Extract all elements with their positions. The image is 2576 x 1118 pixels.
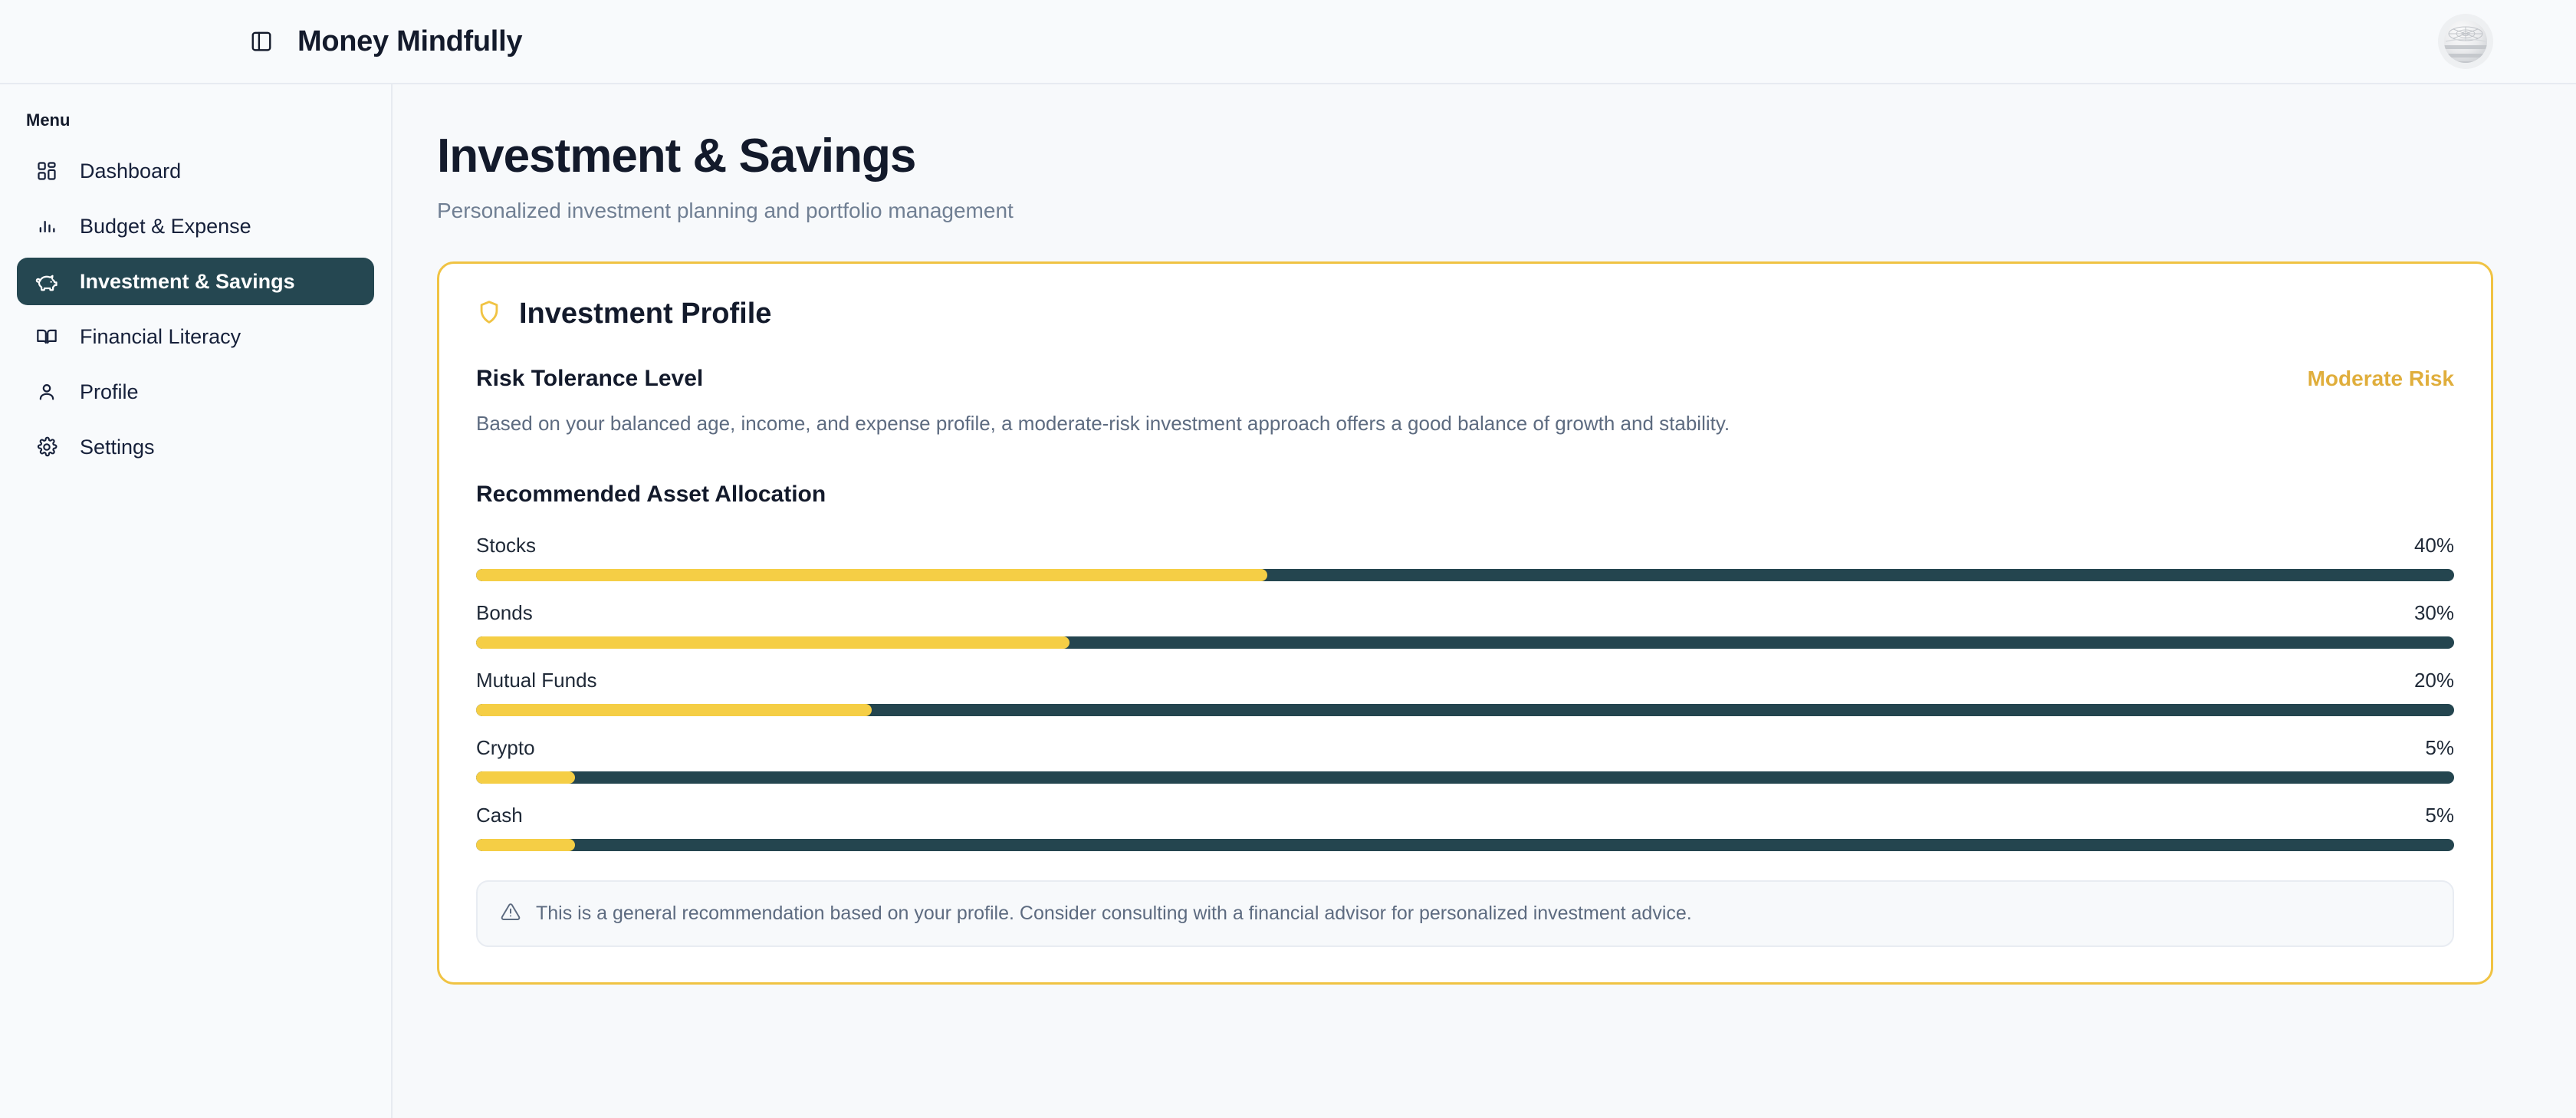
risk-tolerance-row: Risk Tolerance Level Moderate Risk	[476, 366, 2454, 392]
sidebar: Menu Dashboard Budg	[0, 84, 393, 1118]
sidebar-item-label: Profile	[80, 380, 139, 403]
sidebar-section-label: Menu	[26, 110, 71, 130]
warning-triangle-icon	[501, 902, 521, 926]
top-bar: Money Mindfully	[0, 0, 2576, 84]
allocation-name: Cash	[476, 804, 523, 827]
progress-fill	[476, 569, 1267, 581]
shield-icon	[476, 299, 502, 329]
progress-fill	[476, 839, 575, 851]
sidebar-item-financial-literacy[interactable]: Financial Literacy	[17, 313, 374, 360]
list-item: Cash 5%	[476, 804, 2454, 851]
book-open-icon	[34, 324, 60, 350]
risk-tolerance-label: Risk Tolerance Level	[476, 366, 704, 391]
allocation-percent: 5%	[2425, 736, 2454, 759]
progress-track	[476, 569, 2454, 581]
progress-fill	[476, 704, 872, 716]
page-subtitle: Personalized investment planning and por…	[437, 199, 1014, 222]
status-badge: Moderate Risk	[2307, 367, 2454, 390]
progress-track	[476, 771, 2454, 784]
risk-description: Based on your balanced age, income, and …	[476, 412, 1730, 435]
card-title: Investment Profile	[519, 298, 772, 330]
main-content: Investment & Savings Personalized invest…	[393, 84, 2576, 1118]
allocation-name: Mutual Funds	[476, 669, 597, 692]
allocation-name: Crypto	[476, 736, 535, 759]
allocation-title: Recommended Asset Allocation	[476, 482, 826, 507]
allocation-percent: 40%	[2413, 534, 2454, 557]
gear-icon	[34, 434, 60, 460]
investment-profile-card: Investment Profile Risk Tolerance Level …	[437, 261, 2493, 985]
user-icon	[34, 379, 60, 405]
list-item: Stocks 40%	[476, 534, 2454, 581]
allocation-list: Stocks 40% Bonds 30%	[476, 534, 2454, 851]
sidebar-item-label: Settings	[80, 435, 155, 459]
sidebar-item-settings[interactable]: Settings	[17, 423, 374, 471]
sidebar-item-label: Dashboard	[80, 159, 182, 182]
avatar[interactable]	[2438, 14, 2493, 69]
allocation-percent: 5%	[2425, 804, 2454, 827]
allocation-percent: 20%	[2413, 669, 2454, 692]
sidebar-item-investment-savings[interactable]: Investment & Savings	[17, 258, 374, 305]
layout-grid-icon	[34, 158, 60, 184]
card-header: Investment Profile	[476, 298, 2454, 330]
list-item: Bonds 30%	[476, 601, 2454, 649]
app-shell: Menu Dashboard Budg	[0, 84, 2576, 1118]
sidebar-item-label: Financial Literacy	[80, 324, 242, 348]
sidebar-item-label: Investment & Savings	[80, 269, 295, 293]
page-title: Investment & Savings	[437, 130, 916, 182]
piggy-bank-icon	[34, 268, 60, 294]
sidebar-item-label: Budget & Expense	[80, 214, 251, 238]
disclaimer-text: This is a general recommendation based o…	[536, 903, 1692, 924]
sidebar-item-dashboard[interactable]: Dashboard	[17, 147, 374, 195]
allocation-percent: 30%	[2413, 601, 2454, 624]
progress-track	[476, 704, 2454, 716]
allocation-name: Stocks	[476, 534, 537, 557]
list-item: Crypto 5%	[476, 736, 2454, 784]
list-item: Mutual Funds 20%	[476, 669, 2454, 716]
progress-fill	[476, 636, 1070, 649]
sidebar-item-budget-expense[interactable]: Budget & Expense	[17, 202, 374, 250]
panel-left-icon[interactable]	[244, 24, 279, 59]
disclaimer-note: This is a general recommendation based o…	[476, 880, 2454, 947]
progress-fill	[476, 771, 575, 784]
sidebar-item-profile[interactable]: Profile	[17, 368, 374, 416]
app-brand-title: Money Mindfully	[297, 25, 523, 58]
progress-track	[476, 636, 2454, 649]
progress-track	[476, 839, 2454, 851]
allocation-name: Bonds	[476, 601, 533, 624]
bar-chart-icon	[34, 213, 60, 239]
